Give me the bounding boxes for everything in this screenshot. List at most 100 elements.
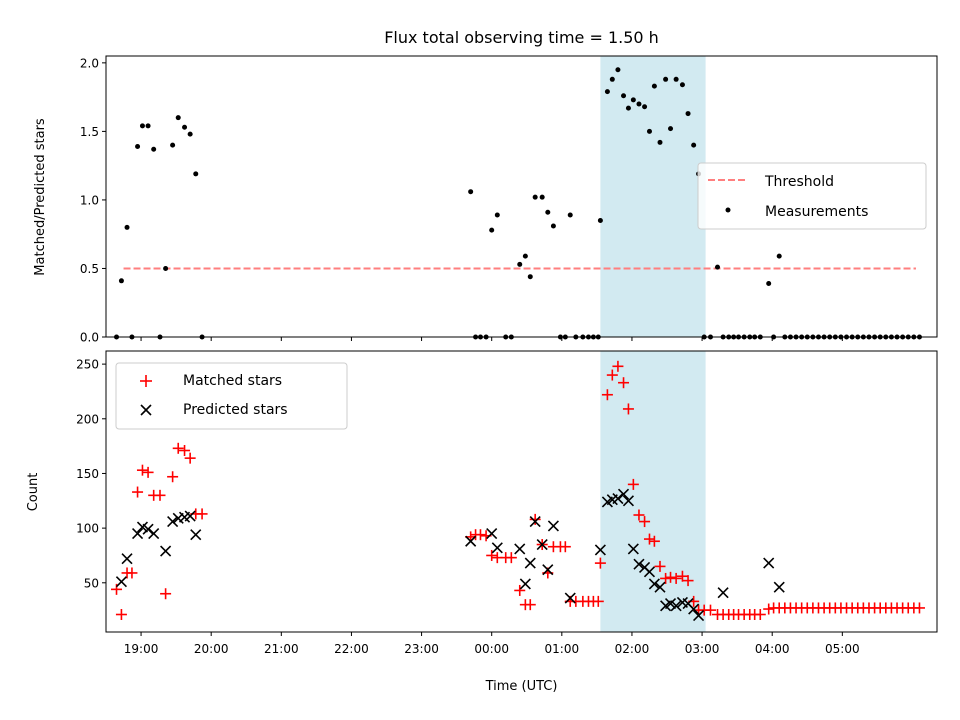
matched-star-point (654, 560, 666, 572)
predicted-star-point (524, 557, 536, 569)
measurement-point (642, 104, 648, 110)
predicted-star-point (763, 557, 775, 569)
matched-star-point (126, 567, 138, 579)
legend-predicted-label: Predicted stars (183, 402, 288, 418)
predicted-star-point (148, 528, 160, 540)
measurement-point (522, 253, 528, 259)
bot-ytick-label: 200 (76, 412, 99, 426)
matched-star-point (606, 369, 618, 381)
matched-star-point (660, 572, 672, 584)
measurement-point (527, 274, 533, 280)
predicted-star-point (190, 529, 202, 541)
measurement-point (517, 261, 523, 267)
matched-star-point (474, 529, 486, 541)
xtick-label: 19:00 (124, 642, 159, 656)
top-legend-box (697, 162, 927, 230)
measurement-point (175, 115, 181, 121)
measurement-point (597, 217, 603, 223)
matched-star-point (514, 584, 526, 596)
matched-star-point (913, 602, 925, 614)
matched-star-point (154, 489, 166, 501)
predicted-star-point (622, 495, 635, 507)
matched-star-point (682, 575, 694, 587)
measurement-point (615, 67, 621, 73)
measurement-point (651, 83, 657, 89)
top-ytick-label: 1.5 (80, 125, 99, 139)
measurement-point (630, 97, 636, 103)
matched-star-point (639, 516, 651, 528)
predicted-star-point (688, 603, 700, 615)
measurement-point (567, 212, 573, 218)
matched-star-point (643, 533, 655, 545)
matched-star-point (601, 389, 613, 401)
predicted-star-point (670, 600, 682, 612)
top-ytick-label: 0.0 (80, 331, 99, 345)
matched-star-point (594, 557, 606, 569)
top-shaded-interval (600, 56, 706, 337)
legend-threshold-label: Threshold (764, 174, 834, 190)
bot-ytick-label: 50 (84, 576, 99, 590)
measurement-point (124, 224, 130, 230)
measurement-point (668, 126, 674, 132)
measurement-point (646, 128, 652, 134)
measurement-point (182, 124, 188, 130)
matched-star-point (670, 572, 682, 584)
measurement-point (145, 123, 151, 129)
measurement-point (494, 212, 500, 218)
bottom-legend-box (115, 362, 348, 430)
legend-predicted-swatch (140, 404, 152, 416)
xtick-label: 20:00 (194, 642, 229, 656)
xtick-label: 01:00 (545, 642, 580, 656)
measurement-point (685, 111, 691, 117)
matched-star-point (559, 541, 571, 553)
predicted-star-point (612, 493, 624, 505)
predicted-star-point (693, 610, 705, 622)
measurement-point (604, 89, 610, 95)
matched-star-point (633, 509, 645, 521)
legend-measurements-label: Measurements (765, 204, 868, 220)
predicted-star-point (160, 545, 172, 557)
measurement-point (151, 146, 157, 152)
matched-star-point (172, 442, 184, 454)
top-legend: Threshold Measurements (697, 162, 927, 230)
legend-matched-swatch (140, 375, 152, 387)
top-plot-frame (105, 55, 938, 338)
matched-star-point (648, 535, 660, 547)
predicted-star-point (486, 528, 498, 540)
bot-ytick-label: 250 (76, 358, 99, 372)
predicted-star-point (643, 566, 656, 578)
legend-measurements-swatch (725, 207, 731, 213)
matched-star-point (486, 549, 498, 561)
predicted-star-point (564, 592, 576, 604)
xtick-label: 23:00 (404, 642, 439, 656)
matched-star-point (612, 360, 624, 372)
matched-star-point (136, 464, 148, 476)
measurement-point (766, 281, 772, 287)
measurement-point (657, 139, 663, 145)
matched-star-point (622, 403, 634, 415)
xtick-label: 00:00 (474, 642, 509, 656)
measurement-point (139, 123, 145, 129)
bottom-plot-frame (105, 350, 938, 633)
measurement-point (673, 76, 679, 82)
matched-star-point (627, 478, 639, 490)
predicted-star-point (465, 535, 477, 547)
predicted-star-point (491, 542, 503, 554)
measurement-point (193, 171, 199, 177)
predicted-star-point (617, 488, 630, 500)
predicted-star-point (773, 581, 785, 593)
measurement-point (545, 209, 551, 215)
top-ytick-label: 1.0 (80, 193, 99, 207)
predicted-star-point (519, 578, 531, 590)
measurement-point (776, 253, 782, 259)
matched-star-point (142, 466, 154, 478)
xtick-label: 04:00 (755, 642, 790, 656)
xtick-label: 22:00 (334, 642, 369, 656)
bot-ytick-label: 150 (76, 467, 99, 481)
predicted-star-point (627, 543, 639, 555)
top-y-axis-label: Matched/Predicted stars (33, 118, 48, 276)
matched-star-point (115, 609, 127, 621)
measurement-point (163, 265, 169, 271)
matched-star-point (196, 508, 208, 520)
